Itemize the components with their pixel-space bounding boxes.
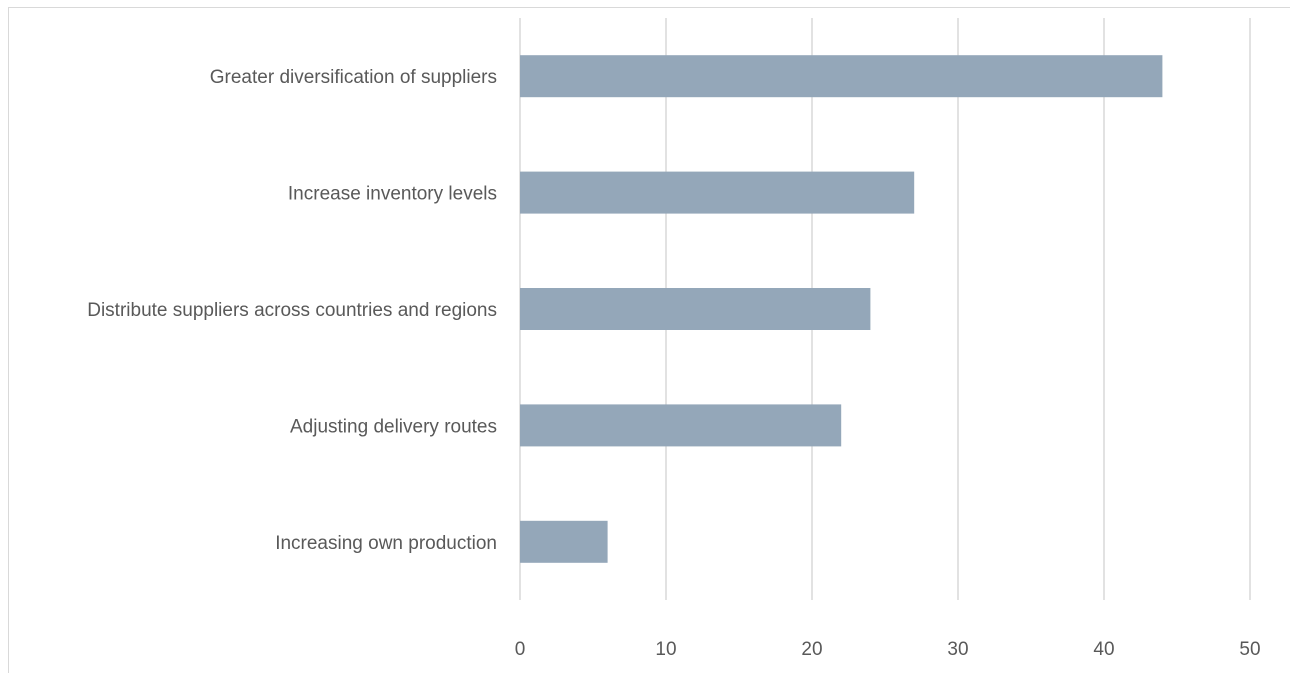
chart-frame: [8, 7, 1290, 673]
x-tick-label: 20: [801, 639, 822, 660]
bars: [520, 55, 1163, 563]
x-tick-label: 50: [1239, 639, 1260, 660]
x-tick-labels: 0 10 20 30 40 50: [515, 639, 1261, 660]
bar: [520, 520, 608, 563]
category-label: Adjusting delivery routes: [290, 416, 497, 437]
x-tick-label: 40: [1093, 639, 1114, 660]
category-labels: Greater diversification of suppliers Incr…: [87, 67, 497, 554]
bar: [520, 288, 871, 330]
bar: [520, 171, 915, 214]
category-label: Increase inventory levels: [288, 184, 497, 205]
x-tick-label: 10: [655, 639, 676, 660]
category-label: Greater diversification of suppliers: [210, 67, 497, 88]
bar: [520, 404, 842, 447]
bar: [520, 55, 1163, 98]
category-label: Increasing own production: [275, 533, 497, 554]
x-tick-label: 0: [515, 639, 526, 660]
x-tick-label: 30: [947, 639, 968, 660]
category-label: Distribute suppliers across countries an…: [87, 300, 497, 321]
